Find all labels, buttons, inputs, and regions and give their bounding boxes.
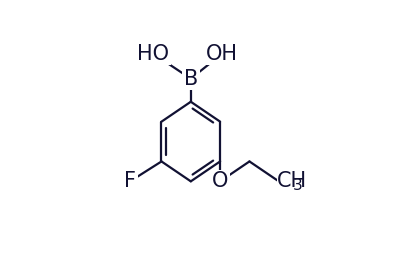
Text: F: F (124, 171, 136, 191)
Text: OH: OH (206, 44, 238, 64)
Text: CH: CH (277, 171, 307, 191)
Text: HO: HO (137, 44, 169, 64)
Text: 3: 3 (292, 178, 302, 193)
Text: O: O (212, 171, 228, 191)
Text: B: B (184, 69, 198, 89)
